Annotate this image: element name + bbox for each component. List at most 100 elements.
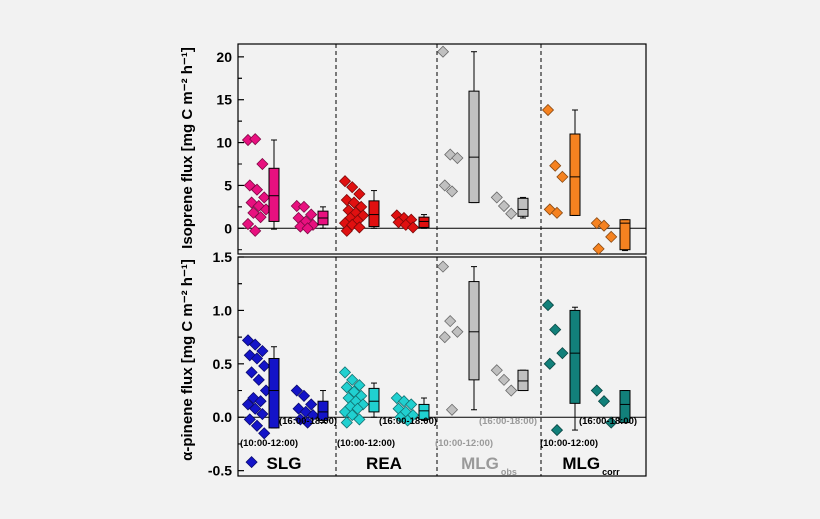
data-point: [436, 260, 450, 273]
data-point: [541, 299, 555, 312]
box-iqr: [268, 357, 280, 429]
data-point: [505, 207, 518, 220]
data-point: [543, 357, 556, 370]
data-point: [353, 379, 366, 392]
data-point: [353, 221, 366, 234]
data-point: [256, 344, 269, 358]
data-point: [550, 206, 564, 219]
data-point: [254, 211, 267, 224]
data-point: [254, 395, 267, 408]
data-point: [346, 373, 359, 386]
window-label: (10:00-12:00): [540, 438, 598, 449]
data-point: [490, 364, 503, 377]
window-label: (16:00-18:00): [479, 416, 537, 427]
data-point: [451, 325, 464, 338]
data-point: [258, 427, 271, 440]
data-point: [605, 230, 618, 243]
data-point: [340, 416, 353, 429]
window-label: (16:00-18:00): [379, 416, 437, 427]
box-iqr: [468, 90, 480, 204]
y-axis-label: Isoprene flux [mg C m⁻² h⁻¹]: [179, 47, 196, 249]
data-point: [405, 398, 418, 411]
box-iqr: [517, 197, 529, 217]
data-point: [445, 185, 459, 198]
data-point: [597, 219, 611, 232]
data-point: [338, 366, 352, 379]
data-point: [438, 331, 451, 344]
group-label-subscript: corr: [602, 467, 620, 477]
box-iqr: [268, 167, 280, 222]
data-point: [249, 338, 262, 351]
data-point: [605, 416, 618, 429]
data-point: [549, 323, 562, 336]
data-point: [301, 416, 314, 429]
y-tick-label: 0.5: [213, 356, 233, 372]
data-point: [305, 208, 318, 221]
y-axis-label: α-pinene flux [mg C m⁻² h⁻¹]: [179, 259, 196, 461]
data-point: [556, 170, 569, 183]
window-label: (10:00-12:00): [240, 438, 298, 449]
box-iqr: [468, 281, 480, 381]
data-point: [401, 414, 414, 427]
data-point: [258, 191, 271, 204]
window-label: (10:00-12:00): [337, 438, 395, 449]
data-point: [243, 413, 256, 426]
data-point: [297, 389, 311, 402]
y-tick-label: 5: [224, 177, 232, 193]
data-point: [258, 359, 271, 373]
data-point: [250, 419, 264, 432]
y-tick-label: 0: [224, 220, 232, 236]
data-point: [445, 403, 459, 416]
y-tick-label: 0.0: [213, 409, 233, 425]
data-point: [346, 181, 359, 194]
data-point: [406, 221, 420, 234]
data-point: [256, 407, 269, 421]
y-tick-label: 15: [216, 92, 232, 108]
data-point: [250, 183, 264, 196]
data-point: [353, 187, 366, 201]
y-tick-label: 10: [216, 135, 232, 151]
data-point: [241, 217, 255, 231]
data-point: [249, 224, 262, 237]
data-point: [301, 222, 314, 235]
data-point: [451, 151, 464, 165]
box-iqr: [418, 216, 430, 228]
window-label: (10:00-12:00): [435, 438, 493, 449]
data-point: [592, 242, 605, 255]
box-iqr: [418, 403, 430, 420]
data-point: [353, 413, 366, 426]
box-iqr: [619, 390, 631, 424]
box-iqr: [569, 309, 581, 404]
data-point: [444, 315, 457, 328]
data-point: [256, 157, 269, 171]
data-point: [438, 179, 451, 192]
box-iqr: [517, 369, 529, 392]
y-tick-label: -0.5: [208, 463, 232, 479]
box-iqr: [368, 387, 380, 413]
data-point: [550, 423, 564, 437]
data-point: [556, 347, 569, 360]
data-point: [306, 409, 320, 422]
data-point: [252, 373, 265, 386]
box-iqr: [368, 200, 380, 228]
data-point: [340, 224, 353, 237]
data-point: [305, 398, 318, 411]
box-iqr: [619, 219, 631, 251]
data-point: [351, 402, 364, 415]
data-point: [490, 191, 503, 204]
group-label: SLG: [267, 454, 302, 473]
box-iqr: [569, 133, 581, 216]
group-label: REA: [366, 454, 402, 473]
y-tick-label: 1.0: [213, 302, 233, 318]
data-point: [590, 384, 603, 397]
data-point: [497, 373, 511, 386]
window-label: (16:00-18:00): [579, 416, 637, 427]
data-point: [249, 133, 262, 146]
data-point: [290, 384, 303, 397]
data-point: [597, 395, 611, 408]
data-point: [497, 199, 511, 213]
data-point: [297, 200, 311, 213]
data-point: [549, 159, 562, 172]
data-point: [338, 175, 352, 188]
